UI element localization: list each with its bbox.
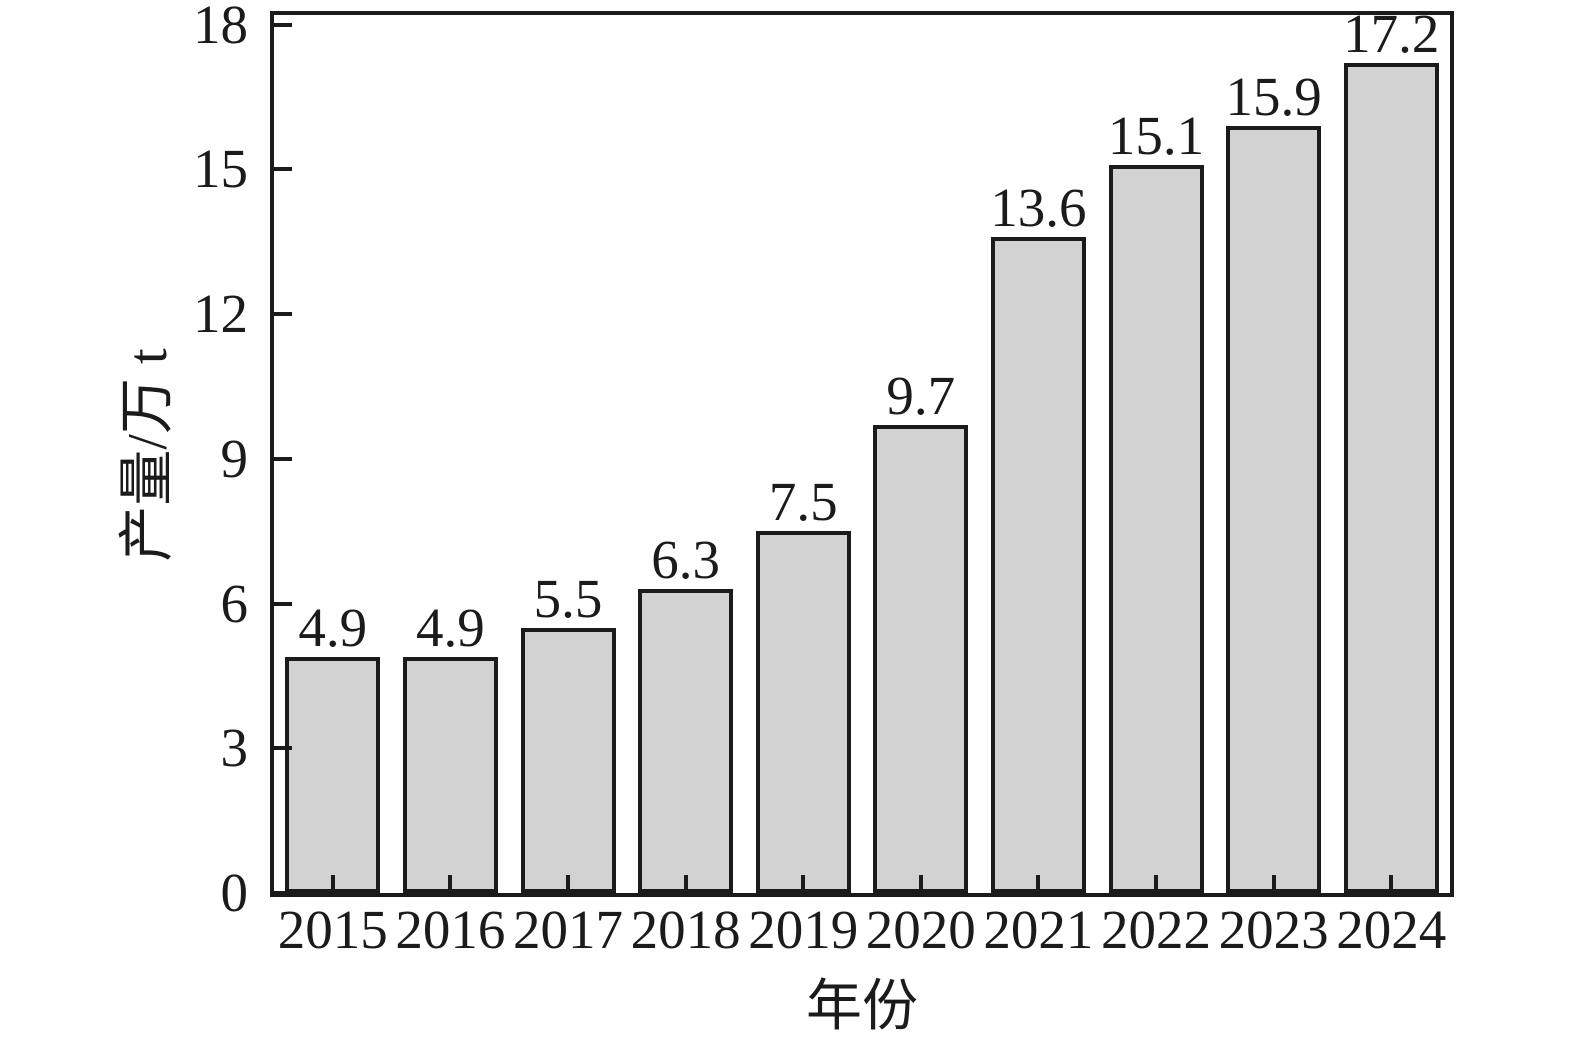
x-tick-label: 2018: [630, 899, 741, 960]
bar-value-label: 17.2: [1343, 3, 1440, 65]
y-tick-label: 0: [220, 862, 249, 923]
bar-value-label: 15.9: [1225, 65, 1322, 127]
bar-value-label: 13.6: [990, 176, 1087, 238]
y-tick-label: 12: [193, 283, 248, 345]
bar-2016: [402, 656, 498, 893]
bar-value-label: 15.1: [1107, 104, 1205, 166]
bar-2021: [990, 236, 1086, 893]
y-tick-label: 15: [193, 138, 248, 200]
y-tick-mark: [274, 746, 292, 751]
bar-value-label: 4.9: [298, 596, 368, 658]
bar-value-label: 6.3: [651, 529, 720, 591]
x-tick-label: 2024: [1336, 899, 1447, 960]
bar-value-label: 4.9: [416, 596, 485, 658]
bar-2022: [1108, 164, 1204, 893]
y-tick-mark: [274, 167, 292, 172]
bar-value-label: 7.5: [768, 471, 838, 533]
bar-2024: [1343, 63, 1439, 893]
y-tick-mark: [274, 22, 292, 27]
x-tick-mark: [1389, 875, 1394, 893]
bar-2019: [755, 531, 851, 893]
y-tick-label: 18: [193, 0, 248, 55]
x-tick-mark: [1036, 875, 1041, 893]
x-tick-mark: [566, 875, 570, 893]
x-tick-mark: [448, 875, 453, 893]
y-tick-label: 9: [220, 427, 249, 489]
y-tick-mark: [274, 456, 292, 461]
bar-2015: [285, 656, 381, 893]
x-tick-mark: [918, 875, 923, 893]
y-tick-mark: [274, 601, 292, 606]
x-tick-mark: [683, 875, 688, 893]
x-tick-label: 2021: [983, 899, 1094, 960]
y-tick-label: 3: [220, 717, 249, 779]
x-axis-title: 年份: [806, 976, 918, 1038]
plot-area: [270, 11, 1454, 897]
x-tick-label: 2019: [748, 899, 859, 960]
x-tick-label: 2017: [513, 899, 623, 960]
x-tick-label: 2022: [1101, 899, 1211, 960]
bar-value-label: 5.5: [533, 567, 603, 629]
x-tick-label: 2015: [277, 899, 388, 960]
x-tick-label: 2020: [865, 899, 976, 960]
y-tick-label: 6: [220, 572, 249, 634]
x-tick-mark: [1154, 875, 1158, 893]
y-tick-mark: [274, 891, 292, 895]
bar-2018: [638, 589, 734, 893]
x-tick-label: 2023: [1218, 899, 1329, 960]
bar-2023: [1226, 125, 1322, 893]
y-tick-mark: [274, 312, 292, 317]
x-tick-label: 2016: [395, 899, 506, 960]
bar-2017: [520, 627, 616, 893]
x-tick-mark: [1271, 875, 1276, 893]
x-tick-mark: [801, 875, 806, 893]
bar-2020: [873, 425, 969, 893]
x-tick-mark: [330, 875, 335, 893]
bar-value-label: 9.7: [886, 365, 956, 427]
